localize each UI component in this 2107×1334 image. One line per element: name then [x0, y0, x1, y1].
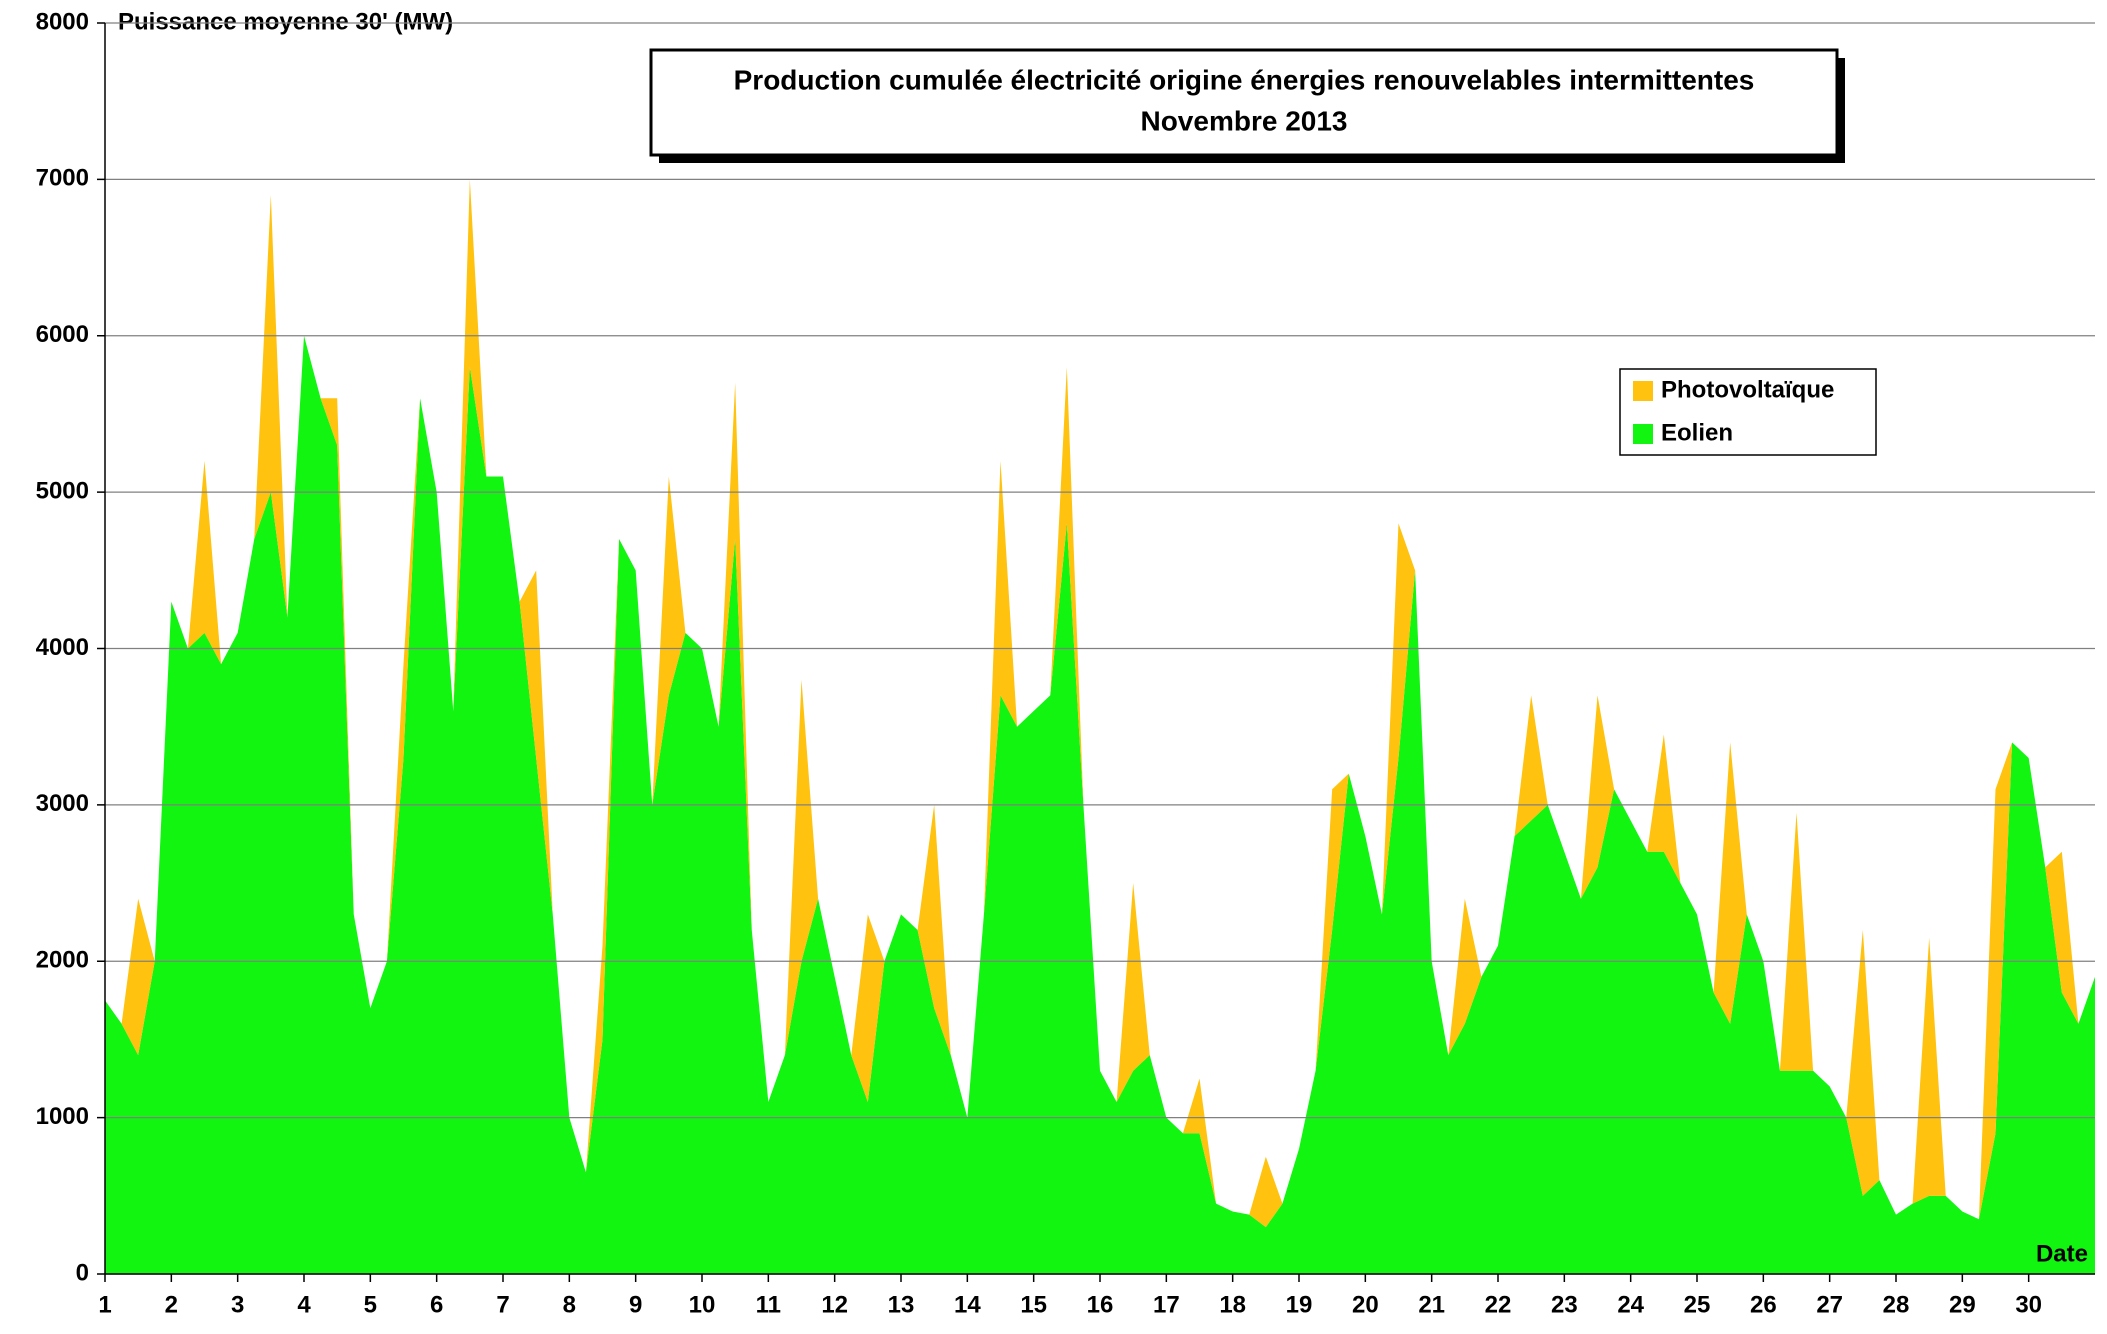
legend-label: Photovoltaïque	[1661, 376, 1834, 403]
x-tick-label: 9	[629, 1291, 642, 1318]
x-tick-label: 29	[1949, 1291, 1976, 1318]
x-tick-label: 19	[1286, 1291, 1313, 1318]
x-tick-label: 17	[1153, 1291, 1180, 1318]
x-tick-label: 27	[1816, 1291, 1843, 1318]
y-tick-label: 1000	[36, 1103, 89, 1130]
x-tick-label: 7	[496, 1291, 509, 1318]
x-tick-label: 8	[563, 1291, 576, 1318]
y-tick-label: 7000	[36, 165, 89, 192]
x-tick-label: 30	[2015, 1291, 2042, 1318]
x-tick-label: 28	[1883, 1291, 1910, 1318]
x-tick-label: 21	[1418, 1291, 1445, 1318]
x-tick-label: 12	[821, 1291, 848, 1318]
y-tick-label: 6000	[36, 321, 89, 348]
x-tick-label: 23	[1551, 1291, 1578, 1318]
x-tick-label: 5	[364, 1291, 377, 1318]
x-tick-label: 26	[1750, 1291, 1777, 1318]
x-tick-label: 6	[430, 1291, 443, 1318]
x-tick-label: 2	[165, 1291, 178, 1318]
x-tick-label: 1	[98, 1291, 111, 1318]
legend-swatch	[1633, 381, 1653, 401]
chart-subtitle: Novembre 2013	[1140, 105, 1347, 136]
y-tick-label: 4000	[36, 634, 89, 661]
y-tick-label: 2000	[36, 947, 89, 974]
x-tick-label: 15	[1020, 1291, 1047, 1318]
x-tick-label: 22	[1485, 1291, 1512, 1318]
legend-box	[1619, 368, 1877, 456]
y-tick-label: 3000	[36, 790, 89, 817]
legend: Photovoltaïque Eolien	[1633, 376, 1834, 446]
plot-area	[105, 179, 2095, 1274]
x-tick-label: 13	[888, 1291, 915, 1318]
y-tick-label: 0	[76, 1259, 89, 1286]
x-tick-label: 25	[1684, 1291, 1711, 1318]
chart-title: Production cumulée électricité origine é…	[734, 64, 1755, 95]
x-axis-label: Date	[2036, 1240, 2088, 1267]
x-tick-label: 10	[689, 1291, 716, 1318]
y-tick-label: 5000	[36, 477, 89, 504]
y-axis-label: Puissance moyenne 30' (MW)	[118, 8, 453, 35]
x-tick-label: 18	[1219, 1291, 1246, 1318]
x-tick-label: 11	[756, 1291, 781, 1318]
x-tick-label: 20	[1352, 1291, 1379, 1318]
legend-swatch	[1633, 424, 1653, 444]
legend-label: Eolien	[1661, 419, 1733, 446]
area	[105, 179, 2095, 1228]
x-tick-label: 24	[1617, 1291, 1644, 1318]
y-tick-label: 8000	[36, 8, 89, 35]
x-tick-label: 4	[297, 1291, 311, 1318]
x-tick-label: 3	[231, 1291, 244, 1318]
x-tick-label: 14	[954, 1291, 981, 1318]
x-tick-label: 16	[1087, 1291, 1114, 1318]
title-box	[649, 48, 1839, 157]
